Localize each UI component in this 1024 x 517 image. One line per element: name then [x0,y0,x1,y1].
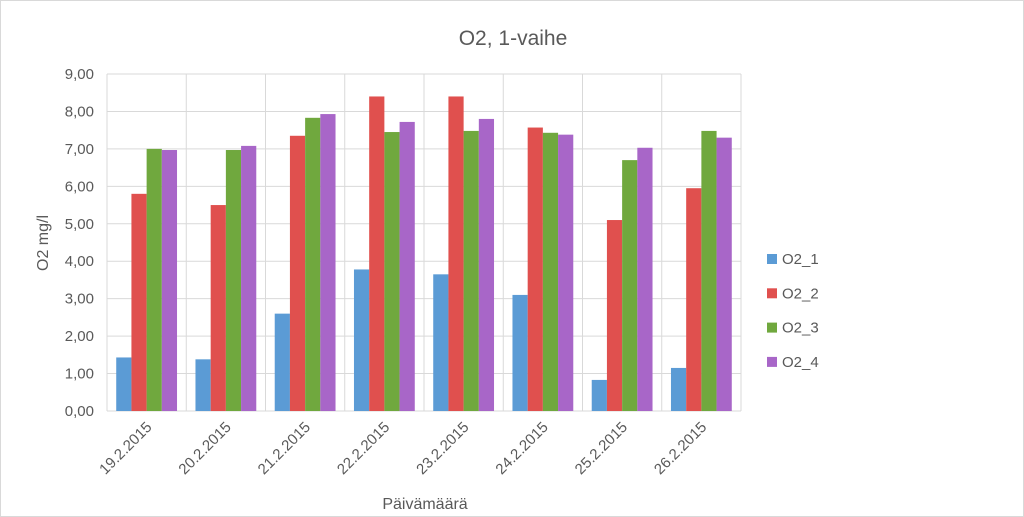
bar-o2-4-4 [399,121,415,411]
bar-o2-2-3 [289,135,306,412]
bar-o2-3-6 [542,132,559,411]
bar-o2-2-8 [686,188,702,411]
y-tick-label: 5,00 [65,216,94,233]
bars [116,96,732,412]
bar-o2-1-5 [433,274,449,411]
y-axis-title: O2 mg/l [35,215,52,271]
bar-o2-2-5 [448,96,464,411]
x-tick-label: 25.2.2015 [572,419,631,478]
bar-o2-4-3 [320,114,336,411]
legend-label: O2_4 [782,354,819,371]
y-tick-label: 6,00 [65,178,94,195]
legend: O2_1 O2_2 O2_3 O2_4 [767,251,819,371]
bar-o2-1-1 [116,357,132,411]
bar-o2-4-2 [241,145,257,412]
legend-label: O2_1 [782,251,819,268]
bar-o2-3-5 [463,130,479,411]
y-tick-label: 1,00 [65,366,94,383]
bar-o2-4-7 [637,147,653,411]
bar-o2-1-8 [670,367,687,411]
y-tick-label: 4,00 [65,253,94,270]
bar-o2-3-2 [225,150,242,412]
y-tick-labels: 0,00 1,00 2,00 3,00 4,00 5,00 6,00 7,00 8,00 9,00 [65,66,94,420]
bar-o2-1-6 [512,294,528,411]
x-tick-labels: 19.2.2015 20.2.2015 21.2.2015 22.2.2015 23.2… [96,419,710,478]
legend-label: O2_3 [782,320,819,337]
bar-o2-3-4 [384,132,400,412]
y-tick-label: 9,00 [65,66,94,83]
bar-o2-3-1 [146,148,162,411]
x-tick-label: 20.2.2015 [175,419,234,478]
bar-o2-4-5 [478,118,495,411]
x-tick-label: 19.2.2015 [96,419,155,478]
bar-o2-2-7 [606,220,623,411]
bar-o2-4-6 [558,134,574,411]
bar-o2-2-4 [369,96,385,411]
bar-o2-1-3 [274,313,290,411]
x-tick-label: 21.2.2015 [255,419,314,478]
y-tick-label: 8,00 [65,103,94,120]
legend-swatch [767,322,777,333]
chart-title: O2, 1-vaihe [459,27,568,50]
x-tick-label: 23.2.2015 [413,419,472,478]
legend-swatch [767,356,777,367]
bar-o2-1-7 [591,379,607,411]
bar-o2-2-2 [210,205,226,411]
bar-o2-1-2 [195,359,211,411]
bar-o2-4-8 [716,137,732,411]
y-tick-label: 0,00 [65,403,94,420]
bar-o2-1-4 [353,269,370,411]
x-tick-label: 24.2.2015 [492,419,551,478]
legend-swatch [767,288,777,299]
x-tick-label: 22.2.2015 [334,419,393,478]
bar-o2-3-8 [701,130,717,411]
bar-o2-3-3 [305,117,321,411]
x-axis-title: Päivämäärä [382,496,467,513]
y-tick-label: 7,00 [65,141,94,158]
bar-o2-4-1 [161,150,178,412]
x-tick-label: 26.2.2015 [651,419,710,478]
legend-label: O2_2 [782,285,819,302]
bar-o2-2-6 [527,127,543,411]
y-tick-label: 3,00 [65,291,94,308]
bar-o2-2-1 [131,193,147,411]
bar-o2-3-7 [622,160,638,411]
y-tick-label: 2,00 [65,328,94,345]
legend-swatch [767,254,777,264]
